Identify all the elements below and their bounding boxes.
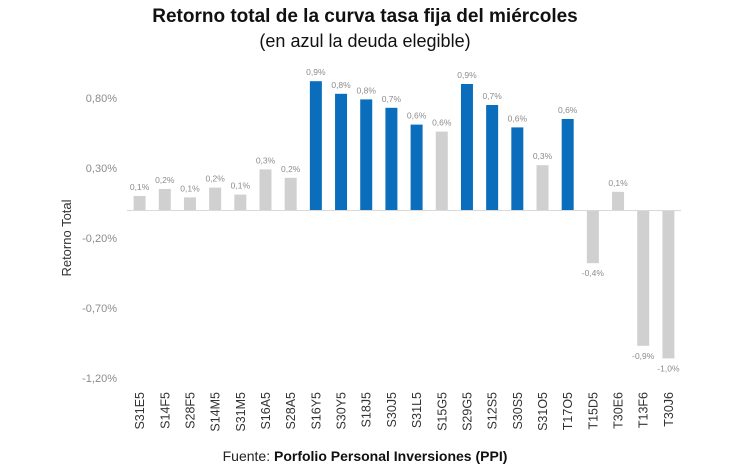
x-tick-label: S12S5 (486, 392, 500, 430)
x-tick-label: S16Y5 (309, 392, 323, 430)
bar-s16y5 (309, 81, 322, 210)
data-label: 0,6% (432, 118, 452, 128)
bar-s28f5 (183, 197, 196, 210)
x-axis-labels: S31E5 S14F5 S28F5 S14M5 S31M5 S16A5 S28A5 S16Y5… (133, 392, 676, 432)
data-label: 0,1% (180, 183, 200, 193)
y-axis-ticks: 0,80% 0,30% -0,20% -0,70% -1,20% (82, 93, 117, 385)
bar-s18j5 (360, 99, 373, 210)
source-prefix: Fuente: (222, 448, 274, 464)
x-tick-label: T13F6 (637, 392, 651, 428)
x-tick-label: S31O5 (536, 392, 550, 431)
data-label: 0,8% (331, 80, 351, 90)
x-tick-label: S31L5 (410, 392, 424, 428)
bar-s14f5 (158, 189, 171, 210)
x-tick-label: T30E6 (612, 392, 626, 429)
x-tick-label: S28F5 (183, 392, 197, 429)
bars (133, 81, 675, 359)
data-label: 0,3% (533, 151, 553, 161)
data-label: 0,1% (231, 181, 251, 191)
data-label: 0,2% (155, 175, 175, 185)
bar-s28a5 (284, 177, 297, 210)
data-label: 0,2% (281, 164, 301, 174)
chart-title: Retorno total de la curva tasa fija del … (152, 6, 578, 27)
y-tick-label: 0,30% (86, 163, 117, 175)
x-tick-label: S31E5 (133, 392, 147, 430)
data-label: -0,9% (632, 351, 655, 361)
bar-s31l5 (410, 124, 423, 210)
x-tick-label: S28A5 (284, 392, 298, 430)
data-label: 0,1% (130, 182, 150, 192)
bar-t15d5 (586, 210, 599, 264)
data-label: -0,4% (582, 268, 605, 278)
bar-s30s5 (511, 127, 524, 210)
bar-s30j5 (385, 107, 398, 210)
source-name: Porfolio Personal Inversiones (PPI) (273, 448, 508, 464)
bar-t30j6 (662, 210, 675, 359)
chart-subtitle: (en azul la deuda elegible) (259, 31, 471, 51)
x-tick-label: S18J5 (360, 392, 374, 427)
bar-s31m5 (234, 194, 247, 210)
data-label: 0,8% (357, 85, 377, 95)
x-tick-label: S30S5 (511, 392, 525, 430)
data-label: 0,9% (457, 70, 477, 80)
bar-s30y5 (335, 93, 348, 210)
bar-s29g5 (460, 84, 473, 210)
data-label: -1,0% (657, 363, 680, 373)
x-tick-label: S31M5 (234, 392, 248, 432)
source-footer: Fuente: Porfolio Personal Inversiones (P… (0, 448, 730, 464)
data-labels: 0,1% 0,2% 0,1% 0,2% 0,1% 0,3% 0,2% 0,9% 0,8% 0,8%… (130, 67, 680, 373)
x-tick-label: S15G5 (435, 392, 449, 431)
data-label: 0,6% (508, 113, 528, 123)
data-label: 0,1% (608, 178, 628, 188)
x-tick-label: S30J5 (385, 392, 399, 427)
data-label: 0,7% (382, 94, 402, 104)
x-tick-label: T30J6 (662, 392, 676, 427)
bar-s31o5 (536, 165, 549, 210)
bar-t30e6 (612, 191, 625, 210)
bar-s15g5 (435, 131, 448, 210)
data-label: 0,6% (407, 111, 427, 121)
y-tick-label: 0,80% (86, 93, 117, 105)
x-tick-label: S29G5 (460, 392, 474, 431)
bar-s12s5 (486, 105, 499, 210)
x-tick-label: T15D5 (586, 392, 600, 430)
bar-t13f6 (637, 210, 650, 346)
data-label: 0,6% (558, 105, 578, 115)
bar-t17o5 (561, 119, 574, 210)
x-tick-label: S14M5 (209, 392, 223, 432)
data-label: 0,9% (306, 67, 326, 77)
bar-s16a5 (259, 169, 272, 210)
bar-s31e5 (133, 196, 146, 210)
y-tick-label: -0,70% (82, 303, 117, 315)
x-tick-label: T17O5 (561, 392, 575, 430)
x-tick-label: S30Y5 (335, 392, 349, 430)
y-tick-label: -0,20% (82, 233, 117, 245)
bar-s14m5 (209, 187, 222, 210)
data-label: 0,2% (205, 174, 225, 184)
y-tick-label: -1,20% (82, 373, 117, 385)
data-label: 0,3% (256, 155, 276, 165)
x-tick-label: S14F5 (158, 392, 172, 429)
x-tick-label: S16A5 (259, 392, 273, 430)
data-label: 0,7% (482, 91, 502, 101)
y-axis-label: Retorno Total (59, 199, 74, 276)
